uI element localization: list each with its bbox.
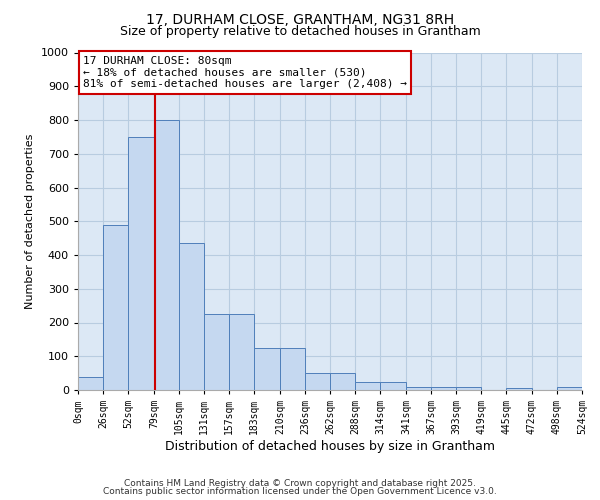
- Bar: [179, 243, 204, 390]
- Bar: [305, 373, 330, 390]
- Text: Size of property relative to detached houses in Grantham: Size of property relative to detached ho…: [119, 25, 481, 38]
- Text: Contains HM Land Registry data © Crown copyright and database right 2025.: Contains HM Land Registry data © Crown c…: [124, 478, 476, 488]
- Text: 17, DURHAM CLOSE, GRANTHAM, NG31 8RH: 17, DURHAM CLOSE, GRANTHAM, NG31 8RH: [146, 12, 454, 26]
- Bar: [557, 386, 582, 390]
- Bar: [128, 137, 154, 390]
- Bar: [280, 348, 305, 390]
- Bar: [103, 224, 128, 390]
- Bar: [78, 376, 103, 390]
- Bar: [355, 382, 380, 390]
- X-axis label: Distribution of detached houses by size in Grantham: Distribution of detached houses by size …: [165, 440, 495, 453]
- Bar: [204, 314, 229, 390]
- Bar: [229, 314, 254, 390]
- Bar: [431, 386, 456, 390]
- Bar: [380, 382, 406, 390]
- Bar: [330, 373, 355, 390]
- Bar: [406, 386, 431, 390]
- Bar: [154, 120, 179, 390]
- Text: 17 DURHAM CLOSE: 80sqm
← 18% of detached houses are smaller (530)
81% of semi-de: 17 DURHAM CLOSE: 80sqm ← 18% of detached…: [83, 56, 407, 89]
- Y-axis label: Number of detached properties: Number of detached properties: [25, 134, 35, 309]
- Text: Contains public sector information licensed under the Open Government Licence v3: Contains public sector information licen…: [103, 487, 497, 496]
- Bar: [456, 386, 481, 390]
- Bar: [254, 348, 280, 390]
- Bar: [506, 388, 532, 390]
